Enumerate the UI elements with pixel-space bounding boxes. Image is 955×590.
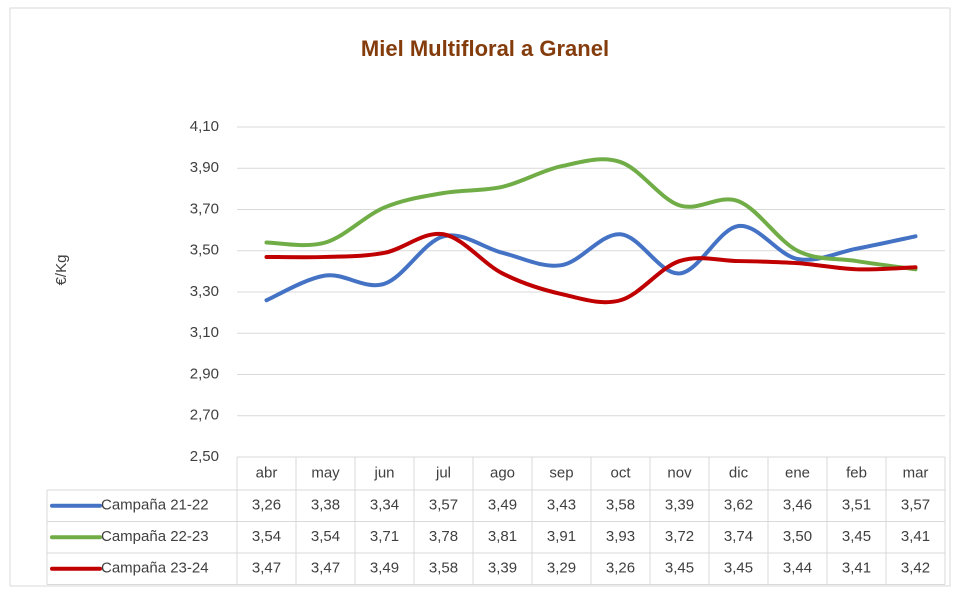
series-line	[264, 157, 918, 272]
table-cell: 3,41	[901, 528, 930, 545]
table-cell: 3,51	[842, 497, 871, 514]
table-cell: 3,34	[370, 497, 399, 514]
table-cell: 3,26	[252, 497, 281, 514]
x-tick-label: ago	[490, 464, 515, 481]
table-cell: 3,50	[783, 528, 812, 545]
table-cell: 3,47	[311, 560, 340, 577]
y-tick-label: 2,90	[190, 365, 219, 382]
y-tick-label: 3,90	[190, 159, 219, 176]
table-cell: 3,49	[370, 560, 399, 577]
table-cell: 3,49	[488, 497, 517, 514]
table-cell: 3,71	[370, 528, 399, 545]
y-tick-label: 3,50	[190, 242, 219, 259]
series-line	[264, 231, 918, 305]
chart-border	[9, 7, 951, 587]
table-cell: 3,58	[606, 497, 635, 514]
table-cell: 3,41	[842, 560, 871, 577]
table-cell: 3,46	[783, 497, 812, 514]
table-cell: 3,47	[252, 560, 281, 577]
table-cell: 3,57	[901, 497, 930, 514]
x-tick-label: oct	[610, 464, 631, 481]
table-cell: 3,39	[665, 497, 694, 514]
x-tick-label: abr	[256, 464, 278, 481]
x-tick-label: feb	[846, 464, 867, 481]
x-tick-label: nov	[667, 464, 692, 481]
table-cell: 3,62	[724, 497, 753, 514]
table-cell: 3,78	[429, 528, 458, 545]
table-cell: 3,26	[606, 560, 635, 577]
table-cell: 3,45	[665, 560, 694, 577]
y-tick-label: 2,50	[190, 448, 219, 465]
legend-label: Campaña 22-23	[101, 528, 209, 545]
y-tick-label: 3,30	[190, 283, 219, 300]
table-cell: 3,72	[665, 528, 694, 545]
legend-label: Campaña 23-24	[101, 560, 209, 577]
table-cell: 3,39	[488, 560, 517, 577]
table-cell: 3,42	[901, 560, 930, 577]
x-tick-label: sep	[549, 464, 573, 481]
x-tick-label: mar	[903, 464, 929, 481]
table-cell: 3,54	[252, 528, 281, 545]
y-tick-label: 4,10	[190, 118, 219, 135]
table-cell: 3,93	[606, 528, 635, 545]
table-cell: 3,74	[724, 528, 753, 545]
x-tick-label: may	[311, 464, 340, 481]
table-cell: 3,57	[429, 497, 458, 514]
table-cell: 3,45	[842, 528, 871, 545]
table-cell: 3,58	[429, 560, 458, 577]
y-tick-label: 2,70	[190, 407, 219, 424]
x-tick-label: dic	[729, 464, 749, 481]
y-axis-title: €/Kg	[53, 255, 70, 286]
table-cell: 3,91	[547, 528, 576, 545]
series-line	[264, 223, 918, 303]
x-tick-label: ene	[785, 464, 810, 481]
table-cell: 3,54	[311, 528, 340, 545]
legend-label: Campaña 21-22	[101, 497, 209, 514]
y-tick-label: 3,10	[190, 324, 219, 341]
table-cell: 3,45	[724, 560, 753, 577]
table-cell: 3,43	[547, 497, 576, 514]
table-cell: 3,44	[783, 560, 812, 577]
table-cell: 3,38	[311, 497, 340, 514]
x-tick-label: jun	[373, 464, 394, 481]
x-tick-label: jul	[435, 464, 451, 481]
chart-title: Miel Multifloral a Granel	[361, 36, 609, 61]
y-tick-label: 3,70	[190, 200, 219, 217]
table-cell: 3,29	[547, 560, 576, 577]
table-cell: 3,81	[488, 528, 517, 545]
